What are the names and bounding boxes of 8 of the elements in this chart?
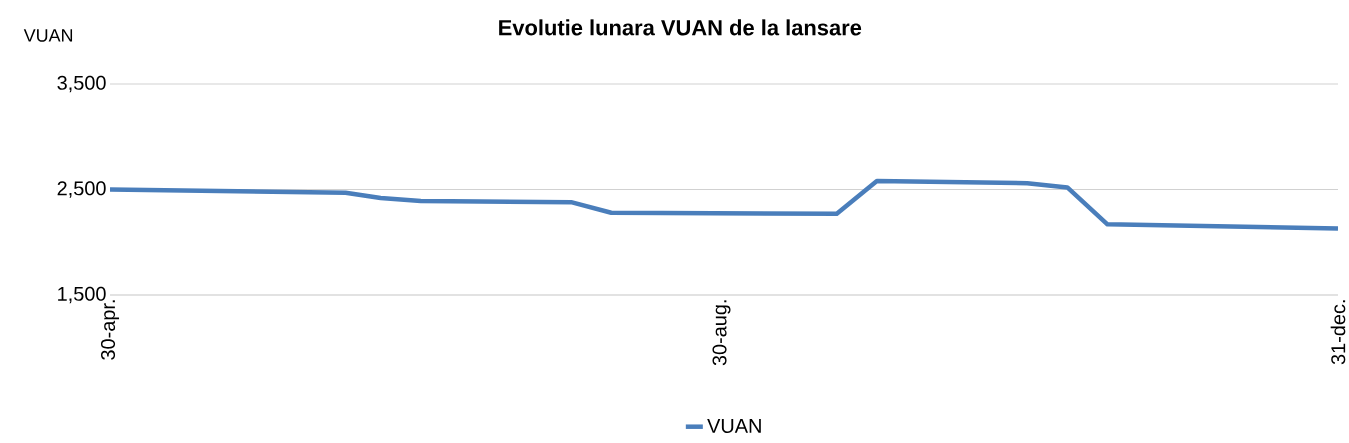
y-axis-title: VUAN [23,29,73,42]
line-series [107,178,1341,231]
y-tick-label: 2,500 [57,181,106,198]
chart-title: Evolutie lunara VUAN de la lansare [499,19,862,36]
y-tick-label: 3,500 [57,75,106,93]
legend-label: VUAN [707,419,761,433]
x-tick-label: 31-dec. [1330,300,1346,365]
x-tick-label: 30-aug. [712,300,731,366]
